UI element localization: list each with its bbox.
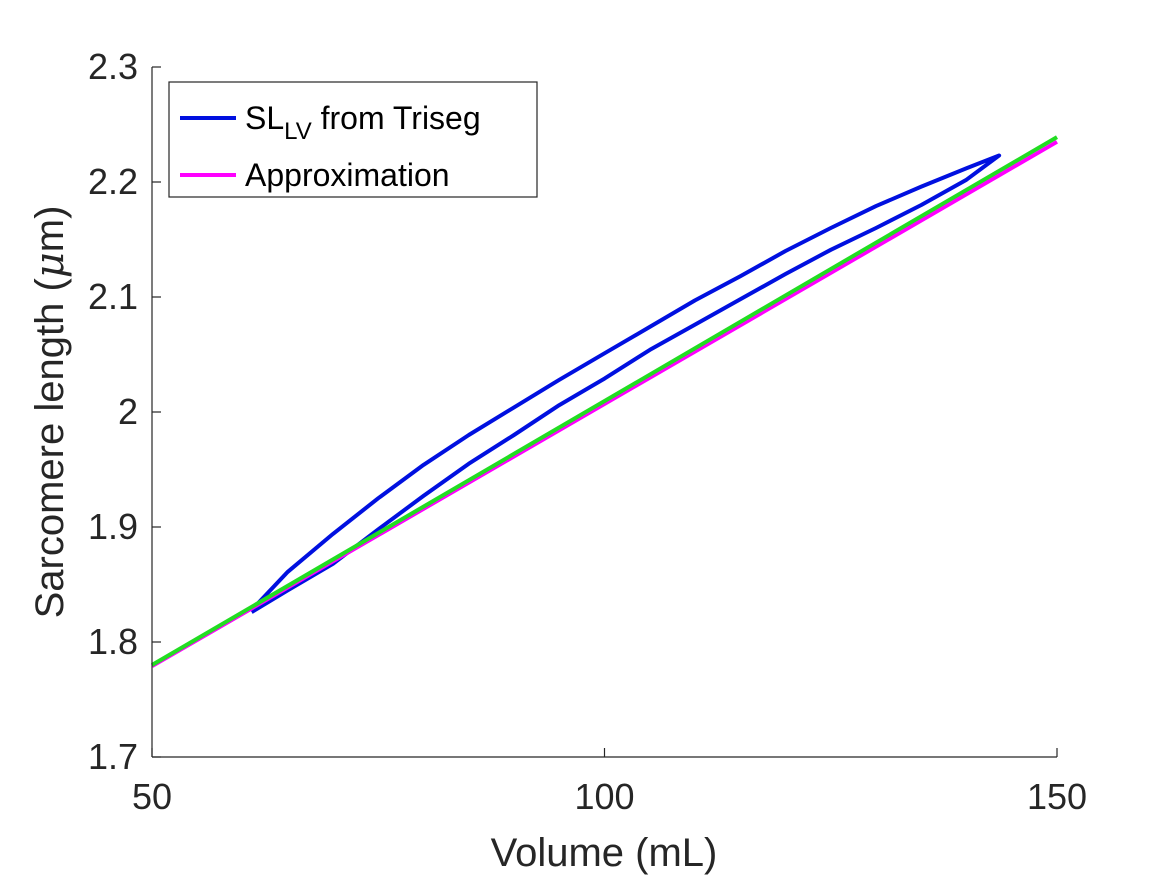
series-line-1 [250, 153, 1002, 614]
y-tick-label: 1.9 [88, 506, 138, 547]
y-tick-label: 2 [118, 391, 138, 432]
x-axis-title: Volume (mL) [491, 831, 718, 875]
x-tick-label: 100 [574, 776, 634, 817]
y-tick-label: 1.7 [88, 736, 138, 777]
y-tick-label: 2.3 [88, 46, 138, 87]
y-axis-title-symbol: μ [27, 252, 73, 278]
x-tick-label: 50 [132, 776, 172, 817]
y-axis-title-prefix: Sarcomere length ( [28, 278, 72, 619]
y-axis-title-suffix: m) [28, 206, 72, 253]
legend-label-1: SLLV from Triseg [245, 100, 481, 145]
legend-box [168, 81, 538, 198]
y-tick-label: 2.2 [88, 161, 138, 202]
legend-label-2: Approximation [245, 157, 450, 193]
y-axis-title: Sarcomere length (μm) [27, 206, 73, 619]
series-layer [150, 135, 1059, 668]
series-line-3 [150, 135, 1059, 667]
x-tick-label: 150 [1027, 776, 1087, 817]
y-tick-label: 2.1 [88, 276, 138, 317]
legend: SLLV from Triseg Approximation [168, 81, 538, 198]
tick-layer: 50 100 150 1.7 1.8 1.9 2 2.1 2.2 2.3 [88, 46, 1087, 817]
y-tick-label: 1.8 [88, 621, 138, 662]
